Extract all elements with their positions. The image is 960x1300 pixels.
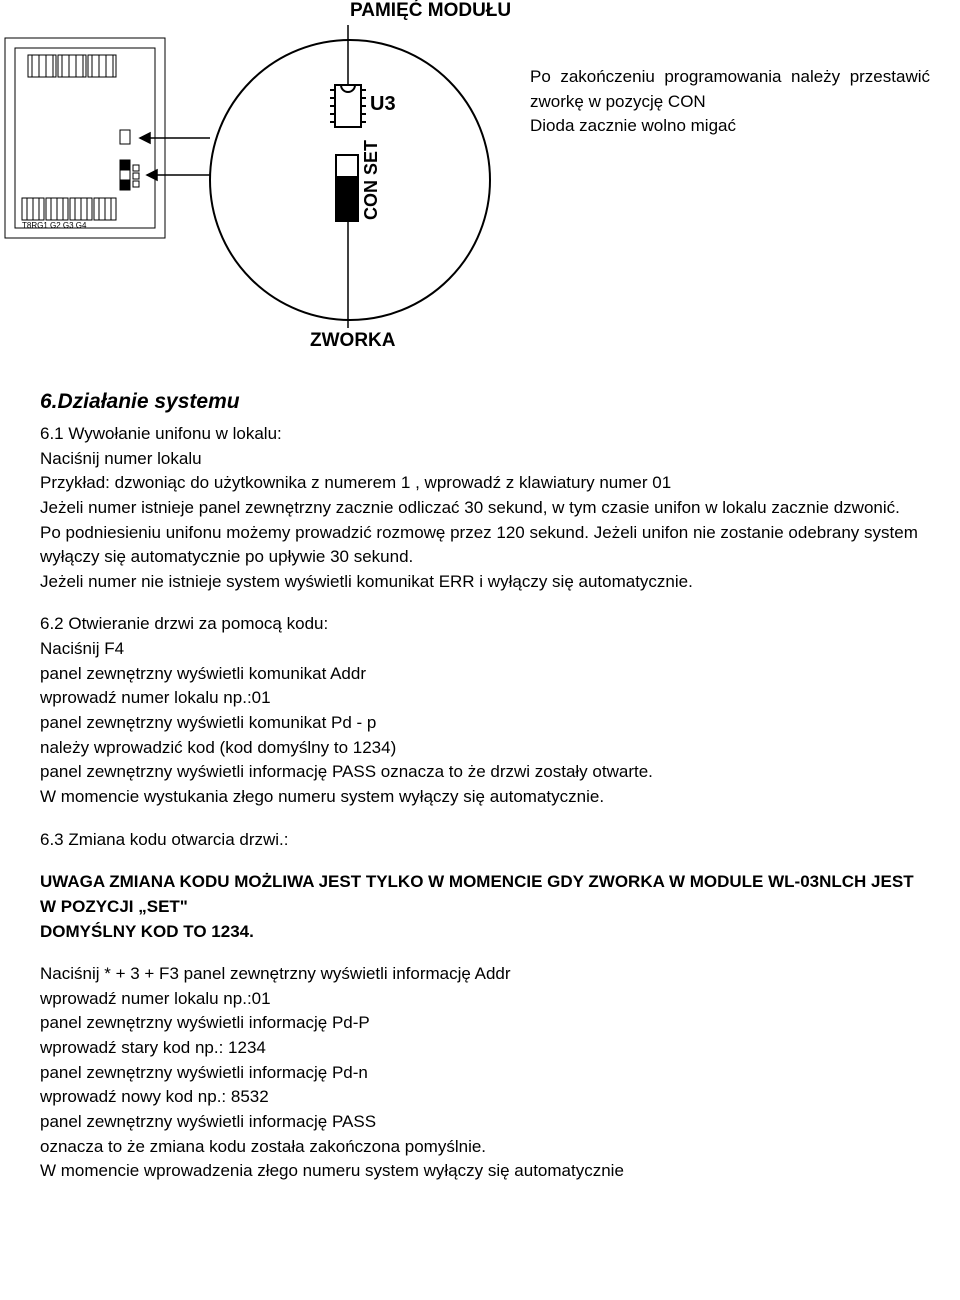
s61-l2: Przykład: dzwoniąc do użytkownika z nume… xyxy=(40,473,671,492)
jumper-con-label: CON xyxy=(361,180,381,220)
warning-block: UWAGA ZMIANA KODU MOŻLIWA JEST TYLKO W M… xyxy=(40,870,920,944)
section-6-3-body: Naciśnij * + 3 + F3 panel zewnętrzny wyś… xyxy=(40,962,920,1184)
s62-l1: Naciśnij F4 xyxy=(40,639,124,658)
ic-chip-u3 xyxy=(330,85,366,127)
s62-l6: panel zewnętrzny wyświetli informację PA… xyxy=(40,762,653,781)
diagram-svg: T8RG1 G2 G3 G4 U3 CON SET xyxy=(0,0,560,360)
section-6-3-title: 6.3 Zmiana kodu otwarcia drzwi.: xyxy=(40,828,920,853)
jumper-set-label: SET xyxy=(361,140,381,175)
s61-l1: Naciśnij numer lokalu xyxy=(40,449,202,468)
s63-l8: oznacza to że zmiana kodu została zakońc… xyxy=(40,1137,486,1156)
s63-l7: panel zewnętrzny wyświetli informację PA… xyxy=(40,1112,376,1131)
s62-l7: W momencie wystukania złego numeru syste… xyxy=(40,787,604,806)
s63-l3: panel zewnętrzny wyświetli informację Pd… xyxy=(40,1013,370,1032)
s62-title: 6.2 Otwieranie drzwi za pomocą kodu: xyxy=(40,614,328,633)
ic-label: U3 xyxy=(370,93,396,115)
side-text-l2: Dioda zacznie wolno migać xyxy=(530,116,736,135)
s62-l3: wprowadź numer lokalu np.:01 xyxy=(40,688,271,707)
s62-l4: panel zewnętrzny wyświetli komunikat Pd … xyxy=(40,713,376,732)
s63-l2: wprowadź numer lokalu np.:01 xyxy=(40,989,271,1008)
warning-l1: UWAGA ZMIANA KODU MOŻLIWA JEST TYLKO W M… xyxy=(40,872,914,916)
section-6-1: 6.1 Wywołanie unifonu w lokalu: Naciśnij… xyxy=(40,422,920,594)
s62-l2: panel zewnętrzny wyświetli komunikat Add… xyxy=(40,664,366,683)
side-text-l1: Po zakończeniu programowania należy prze… xyxy=(530,67,930,111)
s62-l5: należy wprowadzić kod (kod domyślny to 1… xyxy=(40,738,396,757)
s61-l4: Jeżeli numer nie istnieje system wyświet… xyxy=(40,572,693,591)
s63-l4: wprowadź stary kod np.: 1234 xyxy=(40,1038,266,1057)
arrow-lines xyxy=(140,133,210,180)
diagram-side-text: Po zakończeniu programowania należy prze… xyxy=(530,65,930,139)
s63-l1: Naciśnij * + 3 + F3 panel zewnętrzny wyś… xyxy=(40,964,511,983)
s63-l9: W momencie wprowadzenia złego numeru sys… xyxy=(40,1161,624,1180)
section-6-heading: 6.Działanie systemu xyxy=(40,390,920,414)
s61-l3: Jeżeli numer istnieje panel zewnętrzny z… xyxy=(40,498,918,566)
document-body: 6.Działanie systemu 6.1 Wywołanie unifon… xyxy=(0,370,960,1204)
pcb-labels-text: T8RG1 G2 G3 G4 xyxy=(22,221,87,230)
module-diagram: PAMIĘĆ MODUŁU ZWORKA Po zakończeniu prog… xyxy=(0,0,960,360)
section-6-2: 6.2 Otwieranie drzwi za pomocą kodu: Nac… xyxy=(40,612,920,809)
warning-l2: DOMYŚLNY KOD TO 1234. xyxy=(40,922,254,941)
jumper-block xyxy=(336,155,358,221)
s63-l6: wprowadź nowy kod np.: 8532 xyxy=(40,1087,269,1106)
s63-title: 6.3 Zmiana kodu otwarcia drzwi.: xyxy=(40,830,289,849)
s61-title: 6.1 Wywołanie unifonu w lokalu: xyxy=(40,424,282,443)
s63-l5: panel zewnętrzny wyświetli informację Pd… xyxy=(40,1063,368,1082)
